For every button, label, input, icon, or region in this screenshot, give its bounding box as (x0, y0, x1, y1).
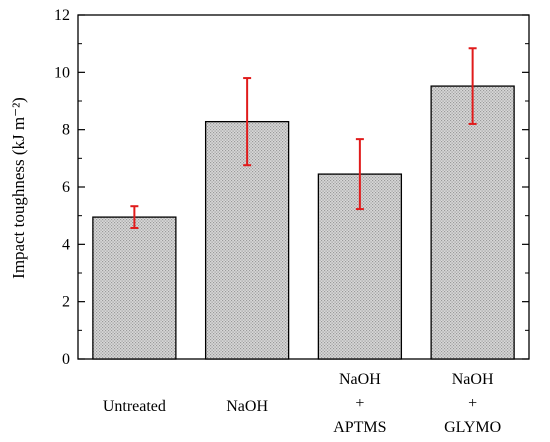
bar (92, 216, 177, 360)
error-bars-layer (130, 47, 477, 229)
labels-layer: 0 2 4 6 8 10 12 Untreated NaOH NaOH + APTMS NaOH + GLY… (54, 7, 501, 436)
x-category-label: Untreated (103, 398, 166, 415)
bars-layer (92, 85, 515, 360)
y-tick-label: 4 (62, 236, 70, 253)
x-category-label: NaOH (226, 398, 268, 415)
x-category-label: + (355, 395, 364, 412)
x-category-label: NaOH (339, 371, 381, 388)
y-axis-label: Impact toughness (kJ m⁻²) (9, 97, 28, 279)
x-category-label: APTMS (333, 419, 386, 436)
y-tick-label: 12 (54, 7, 70, 24)
y-tick-label: 10 (54, 64, 70, 81)
y-tick-label: 0 (62, 351, 70, 368)
x-category-label: GLYMO (444, 419, 501, 436)
y-tick-label: 8 (62, 122, 70, 139)
bar (430, 85, 515, 360)
y-tick-label: 2 (62, 294, 70, 311)
x-category-label: + (468, 395, 477, 412)
y-tick-label: 6 (62, 179, 70, 196)
x-category-label: NaOH (452, 371, 494, 388)
axes-layer (77, 14, 530, 360)
